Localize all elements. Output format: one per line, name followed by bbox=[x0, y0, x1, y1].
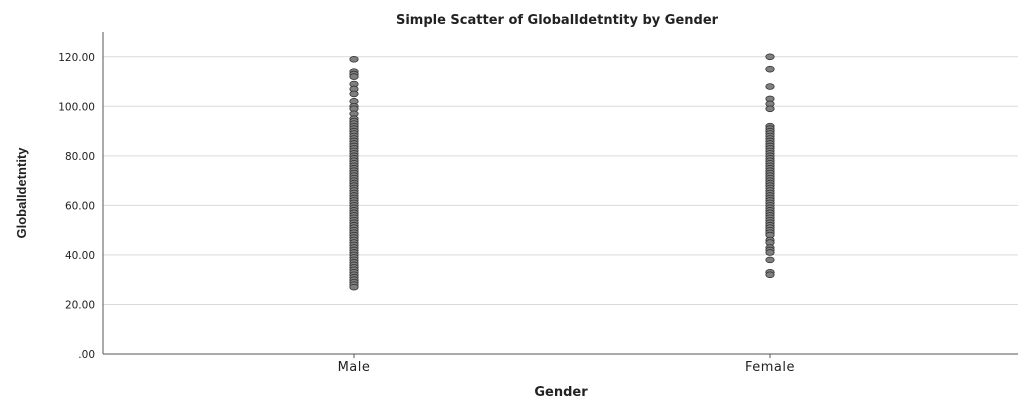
data-point bbox=[765, 53, 775, 61]
y-tick-label: 20.00 bbox=[65, 299, 95, 311]
y-tick-label: 40.00 bbox=[65, 250, 95, 262]
data-point bbox=[765, 249, 775, 256]
y-tick-label: .00 bbox=[78, 349, 95, 361]
data-point bbox=[765, 83, 775, 90]
axes bbox=[102, 32, 1018, 358]
data-point bbox=[765, 271, 775, 279]
y-tick-label: 120.00 bbox=[58, 52, 95, 64]
chart-title: Simple Scatter of GlobalIdetntity by Gen… bbox=[396, 13, 719, 28]
y-tick-label: 80.00 bbox=[65, 151, 95, 163]
x-axis-title: Gender bbox=[534, 385, 588, 398]
x-tick-label: Male bbox=[338, 360, 371, 375]
data-point bbox=[349, 90, 359, 98]
x-tick-labels: Male Female bbox=[338, 360, 795, 375]
data-point bbox=[349, 73, 359, 80]
y-axis-title: GlobalIdetntity bbox=[14, 147, 29, 239]
data-points bbox=[349, 53, 775, 291]
data-point bbox=[349, 55, 359, 63]
data-point bbox=[765, 256, 775, 264]
y-tick-label: 100.00 bbox=[58, 101, 95, 113]
y-tick-labels: .00 20.00 40.00 60.00 80.00 100.00 120.00 bbox=[58, 52, 95, 361]
y-tick-label: 60.00 bbox=[65, 200, 95, 212]
x-tick-label: Female bbox=[745, 360, 795, 375]
gridlines bbox=[103, 56, 1018, 305]
data-point bbox=[765, 105, 775, 113]
data-point bbox=[349, 283, 359, 291]
data-point bbox=[765, 65, 775, 73]
